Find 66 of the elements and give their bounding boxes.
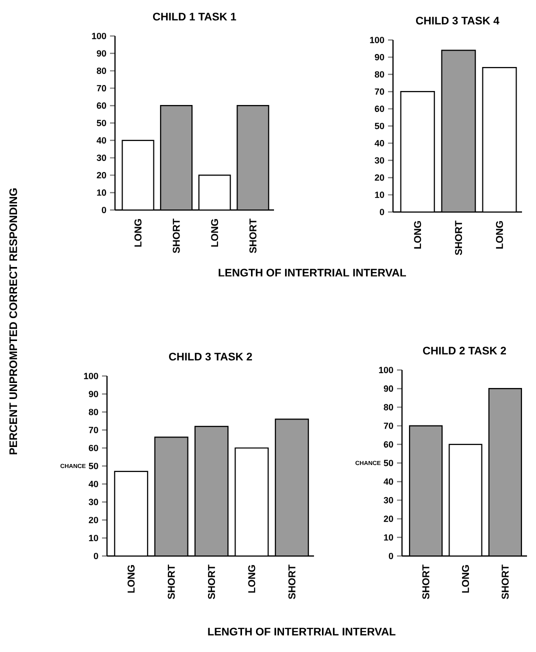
- y-tick-label: 90: [384, 385, 394, 392]
- y-tick-label: 0: [94, 552, 98, 560]
- y-tick-label: 40: [88, 480, 98, 488]
- y-tick-label: 80: [88, 408, 98, 416]
- x-tick-label: LONG: [128, 565, 135, 593]
- y-tick-label: 50: [374, 122, 384, 130]
- x-tick-label: LONG: [462, 565, 470, 593]
- y-tick-label: 10: [89, 534, 98, 542]
- y-tick-label: 20: [374, 174, 384, 181]
- y-tick-label: 100: [379, 366, 394, 374]
- chart-title: CHILD 3 TASK 4: [416, 16, 500, 24]
- x-tick-label: SHORT: [422, 564, 430, 600]
- y-tick-label: 50: [96, 120, 106, 126]
- x-tick-label: LONG: [496, 221, 504, 249]
- x-tick-label: LONG: [414, 221, 422, 249]
- x-tick-label: LONG: [248, 565, 256, 593]
- y-tick-label: 30: [88, 498, 98, 506]
- y-tick-label: 70: [96, 85, 106, 92]
- y-tick-label: 50: [88, 462, 98, 470]
- x-tick-label: SHORT: [502, 564, 509, 600]
- y-tick-label: 50: [384, 460, 394, 466]
- y-tick-label: 80: [96, 68, 106, 74]
- y-tick-label: 70: [384, 422, 394, 429]
- x-tick-label: LONG: [211, 219, 218, 247]
- y-tick-label: 20: [88, 516, 98, 524]
- y-tick-label: 90: [96, 50, 106, 57]
- y-tick-label: 20: [384, 516, 394, 522]
- chart-title: CHILD 1 TASK 1: [153, 12, 236, 20]
- x-tick-label: SHORT: [249, 218, 256, 254]
- y-tick-label: 60: [384, 441, 394, 448]
- y-tick-label: 0: [380, 208, 384, 216]
- y-tick-label: 40: [384, 478, 394, 485]
- x-axis-title: LENGTH OF INTERTRIAL INTERVAL: [218, 268, 406, 277]
- y-tick-label: 80: [374, 71, 384, 78]
- y-tick-label: 80: [384, 404, 394, 410]
- x-tick-label: SHORT: [288, 564, 296, 600]
- y-tick-label: 60: [374, 106, 384, 112]
- y-tick-label: 10: [97, 189, 106, 196]
- x-tick-label: LONG: [134, 219, 142, 247]
- y-tick-label: 70: [374, 88, 384, 95]
- y-tick-label: 90: [88, 390, 98, 398]
- y-tick-label: 90: [374, 54, 384, 60]
- y-tick-label: 100: [84, 372, 98, 380]
- y-tick-label: 40: [374, 140, 384, 146]
- y-tick-label: 70: [88, 426, 98, 434]
- y-tick-label: 100: [92, 32, 106, 40]
- x-tick-label: SHORT: [168, 564, 175, 600]
- y-tick-label: 30: [384, 497, 394, 504]
- y-tick-label: 30: [374, 157, 384, 164]
- chart-title: CHILD 2 TASK 2: [423, 346, 506, 354]
- y-tick-label: 100: [370, 36, 384, 44]
- x-tick-label: SHORT: [172, 218, 180, 254]
- y-tick-label: 10: [384, 534, 394, 541]
- x-tick-label: SHORT: [455, 220, 462, 256]
- y-tick-label: 40: [96, 137, 106, 144]
- y-tick-label: 60: [88, 444, 98, 452]
- x-tick-label: SHORT: [208, 564, 216, 600]
- y-tick-label: 0: [102, 206, 106, 214]
- y-tick-label: 30: [96, 154, 106, 161]
- x-axis-title: LENGTH OF INTERTRIAL INTERVAL: [208, 628, 396, 636]
- y-tick-label: 60: [96, 102, 106, 109]
- y-axis-title: PERCENT UNPROMPTED CORRECT RESPONDING: [9, 188, 18, 454]
- y-tick-label: 10: [375, 192, 384, 198]
- chart-title: CHILD 3 TASK 2: [169, 352, 252, 360]
- y-tick-label: 20: [96, 172, 106, 178]
- y-tick-label: 0: [388, 552, 394, 560]
